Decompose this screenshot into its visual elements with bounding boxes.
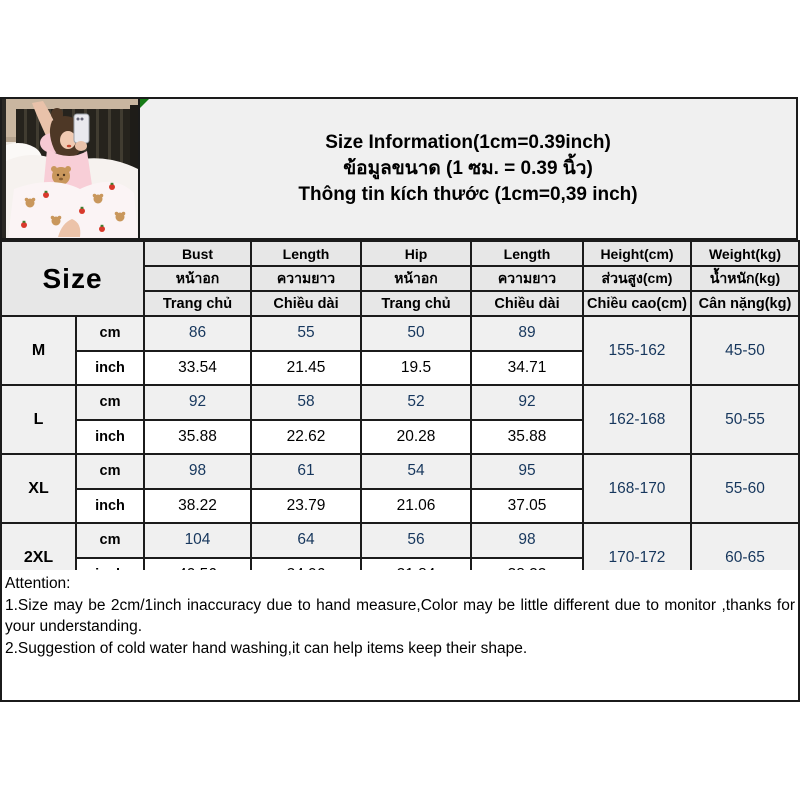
value-cell: 104 xyxy=(143,522,252,559)
value-cell: 50 xyxy=(360,315,472,352)
unit-label: inch xyxy=(75,487,145,524)
title-block: Size Information(1cm=0.39inch) ข้อมูลขนา… xyxy=(140,99,796,238)
pajama-selfie-illustration xyxy=(2,99,138,238)
header-bust-vi: Trang chủ xyxy=(143,290,252,317)
header-height-vi: Chiều cao(cm) xyxy=(582,290,692,317)
weight-range-M: 45-50 xyxy=(690,315,800,386)
title-thai: ข้อมูลขนาด (1 ซม. = 0.39 นิ้ว) xyxy=(343,157,593,179)
excel-corner-marker-icon xyxy=(140,99,149,108)
value-cell: 92 xyxy=(143,384,252,421)
value-cell: 56 xyxy=(360,522,472,559)
value-cell: 37.05 xyxy=(470,487,584,524)
attention-box: Attention: 1.Size may be 2cm/1inch inacc… xyxy=(0,570,800,702)
header-row-vietnamese: Trang chủ Chiều dài Trang chủ Chiều dài … xyxy=(1,290,800,317)
row-L-cm: L cm 92 58 52 92 162-168 50-55 xyxy=(0,384,800,455)
value-cell: 35.88 xyxy=(470,418,584,455)
row-2XL-cm: 2XL cm 104 64 56 98 170-172 60-65 xyxy=(0,522,800,593)
attention-heading: Attention: xyxy=(5,575,71,592)
header-row-english: Size Bust Length Hip Length Height(cm) W… xyxy=(0,240,800,317)
header-row-thai: หน้าอก ความยาว หน้าอก ความยาว ส่วนสูง(cm… xyxy=(1,265,800,292)
header-hip-th: หน้าอก xyxy=(360,265,472,292)
row-L-inch: inch 35.88 22.62 20.28 35.88 xyxy=(1,418,799,455)
header-length2-th: ความยาว xyxy=(470,265,584,292)
weight-range-L: 50-55 xyxy=(690,384,800,455)
value-cell: 64 xyxy=(250,522,362,559)
value-cell: 89 xyxy=(470,315,584,352)
size-label-L: L xyxy=(0,384,77,455)
header-bust-th: หน้าอก xyxy=(143,265,252,292)
header-bust-en: Bust xyxy=(143,240,252,267)
unit-label: cm xyxy=(75,453,145,490)
value-cell: 52 xyxy=(360,384,472,421)
value-cell: 23.79 xyxy=(250,487,362,524)
header-hip-vi: Trang chủ xyxy=(360,290,472,317)
header-weight-th: น้ำหนัก(kg) xyxy=(690,265,800,292)
product-photo xyxy=(2,99,140,238)
value-cell: 98 xyxy=(143,453,252,490)
value-cell: 20.28 xyxy=(360,418,472,455)
value-cell: 22.62 xyxy=(250,418,362,455)
value-cell: 34.71 xyxy=(470,349,584,386)
row-M-inch: inch 33.54 21.45 19.5 34.71 xyxy=(1,349,799,386)
height-range-M: 155-162 xyxy=(582,315,692,386)
header-section: Size Information(1cm=0.39inch) ข้อมูลขนา… xyxy=(0,97,798,240)
row-XL-inch: inch 38.22 23.79 21.06 37.05 xyxy=(1,487,799,524)
weight-range-XL: 55-60 xyxy=(690,453,800,524)
attention-note-1: 1.Size may be 2cm/1inch inaccuracy due t… xyxy=(5,596,795,636)
value-cell: 21.06 xyxy=(360,487,472,524)
size-label-M: M xyxy=(0,315,77,386)
value-cell: 86 xyxy=(143,315,252,352)
header-length1-th: ความยาว xyxy=(250,265,362,292)
value-cell: 33.54 xyxy=(143,349,252,386)
title-english: Size Information(1cm=0.39inch) xyxy=(325,131,611,153)
value-cell: 95 xyxy=(470,453,584,490)
value-cell: 54 xyxy=(360,453,472,490)
header-hip-en: Hip xyxy=(360,240,472,267)
unit-label: inch xyxy=(75,418,145,455)
header-length1-en: Length xyxy=(250,240,362,267)
value-cell: 19.5 xyxy=(360,349,472,386)
size-label-XL: XL xyxy=(0,453,77,524)
value-cell: 21.45 xyxy=(250,349,362,386)
value-cell: 98 xyxy=(470,522,584,559)
row-M-cm: M cm 86 55 50 89 155-162 45-50 xyxy=(0,315,800,386)
header-length1-vi: Chiều dài xyxy=(250,290,362,317)
value-cell: 38.22 xyxy=(143,487,252,524)
height-range-XL: 168-170 xyxy=(582,453,692,524)
row-XL-cm: XL cm 98 61 54 95 168-170 55-60 xyxy=(0,453,800,524)
header-weight-vi: Cân nặng(kg) xyxy=(690,290,800,317)
unit-label: cm xyxy=(75,315,145,352)
size-header-cell: Size xyxy=(0,240,145,317)
attention-note-2: 2.Suggestion of cold water hand washing,… xyxy=(5,639,528,657)
height-range-L: 162-168 xyxy=(582,384,692,455)
value-cell: 55 xyxy=(250,315,362,352)
header-height-en: Height(cm) xyxy=(582,240,692,267)
value-cell: 35.88 xyxy=(143,418,252,455)
header-length2-vi: Chiều dài xyxy=(470,290,584,317)
unit-label: cm xyxy=(75,522,145,559)
unit-label: cm xyxy=(75,384,145,421)
size-table: Size Bust Length Hip Length Height(cm) W… xyxy=(0,240,800,593)
title-vietnamese: Thông tin kích thước (1cm=0,39 inch) xyxy=(298,183,638,205)
header-height-th: ส่วนสูง(cm) xyxy=(582,265,692,292)
value-cell: 92 xyxy=(470,384,584,421)
header-weight-en: Weight(kg) xyxy=(690,240,800,267)
header-length2-en: Length xyxy=(470,240,584,267)
value-cell: 61 xyxy=(250,453,362,490)
value-cell: 58 xyxy=(250,384,362,421)
unit-label: inch xyxy=(75,349,145,386)
